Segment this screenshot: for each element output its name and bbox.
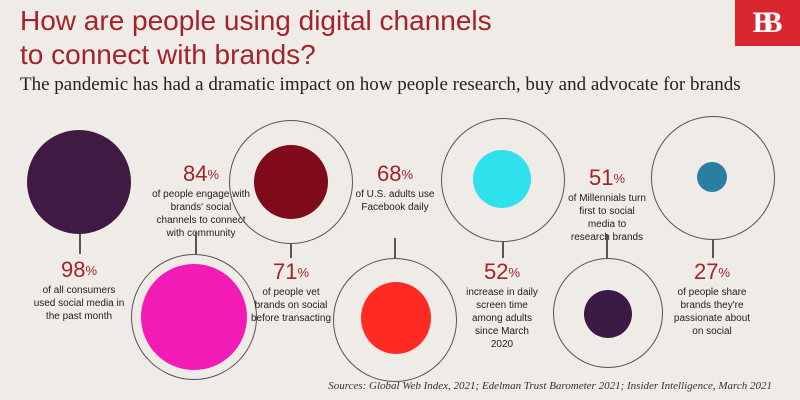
connector-52 — [502, 242, 504, 258]
connector-51 — [606, 234, 608, 258]
circle-27 — [697, 162, 727, 192]
brand-logo: BB — [735, 0, 800, 46]
sources-footnote: Sources: Global Web Index, 2021; Edelman… — [328, 380, 772, 392]
stat-84: 84% of people engage with brands' social c… — [152, 161, 250, 240]
connector-27 — [712, 240, 714, 258]
circle-98 — [27, 130, 131, 234]
ring-51 — [553, 258, 663, 368]
circle-71 — [254, 145, 328, 219]
stat-27: 27% of people share brands they're passion… — [673, 259, 751, 338]
ring-52 — [441, 118, 565, 242]
title-line-2: to connect with brands? — [20, 39, 316, 70]
connector-71 — [290, 244, 292, 258]
stat-68: 68% of U.S. adults use Facebook daily — [355, 161, 435, 214]
ring-68 — [333, 258, 457, 382]
connector-84 — [195, 232, 197, 254]
page-title: How are people using digital channels to… — [20, 4, 720, 72]
page-subtitle: The pandemic has had a dramatic impact o… — [20, 74, 741, 95]
stat-98: 98% of all consumers used social media in… — [33, 257, 125, 323]
stat-51: 51% of Millennials turn first to social me… — [568, 165, 646, 244]
connector-68 — [394, 238, 396, 258]
ring-71 — [229, 120, 353, 244]
ring-27 — [651, 116, 775, 240]
circle-51 — [584, 290, 632, 338]
stat-71: 71% of people vet brands on social before … — [250, 259, 332, 325]
ring-84 — [131, 254, 257, 380]
title-line-1: How are people using digital channels — [20, 5, 492, 36]
stat-52: 52% increase in daily screen time among ad… — [466, 259, 538, 351]
circle-68 — [361, 282, 431, 354]
connector-98 — [79, 234, 81, 254]
circle-52 — [473, 150, 531, 208]
circle-84 — [141, 264, 247, 370]
